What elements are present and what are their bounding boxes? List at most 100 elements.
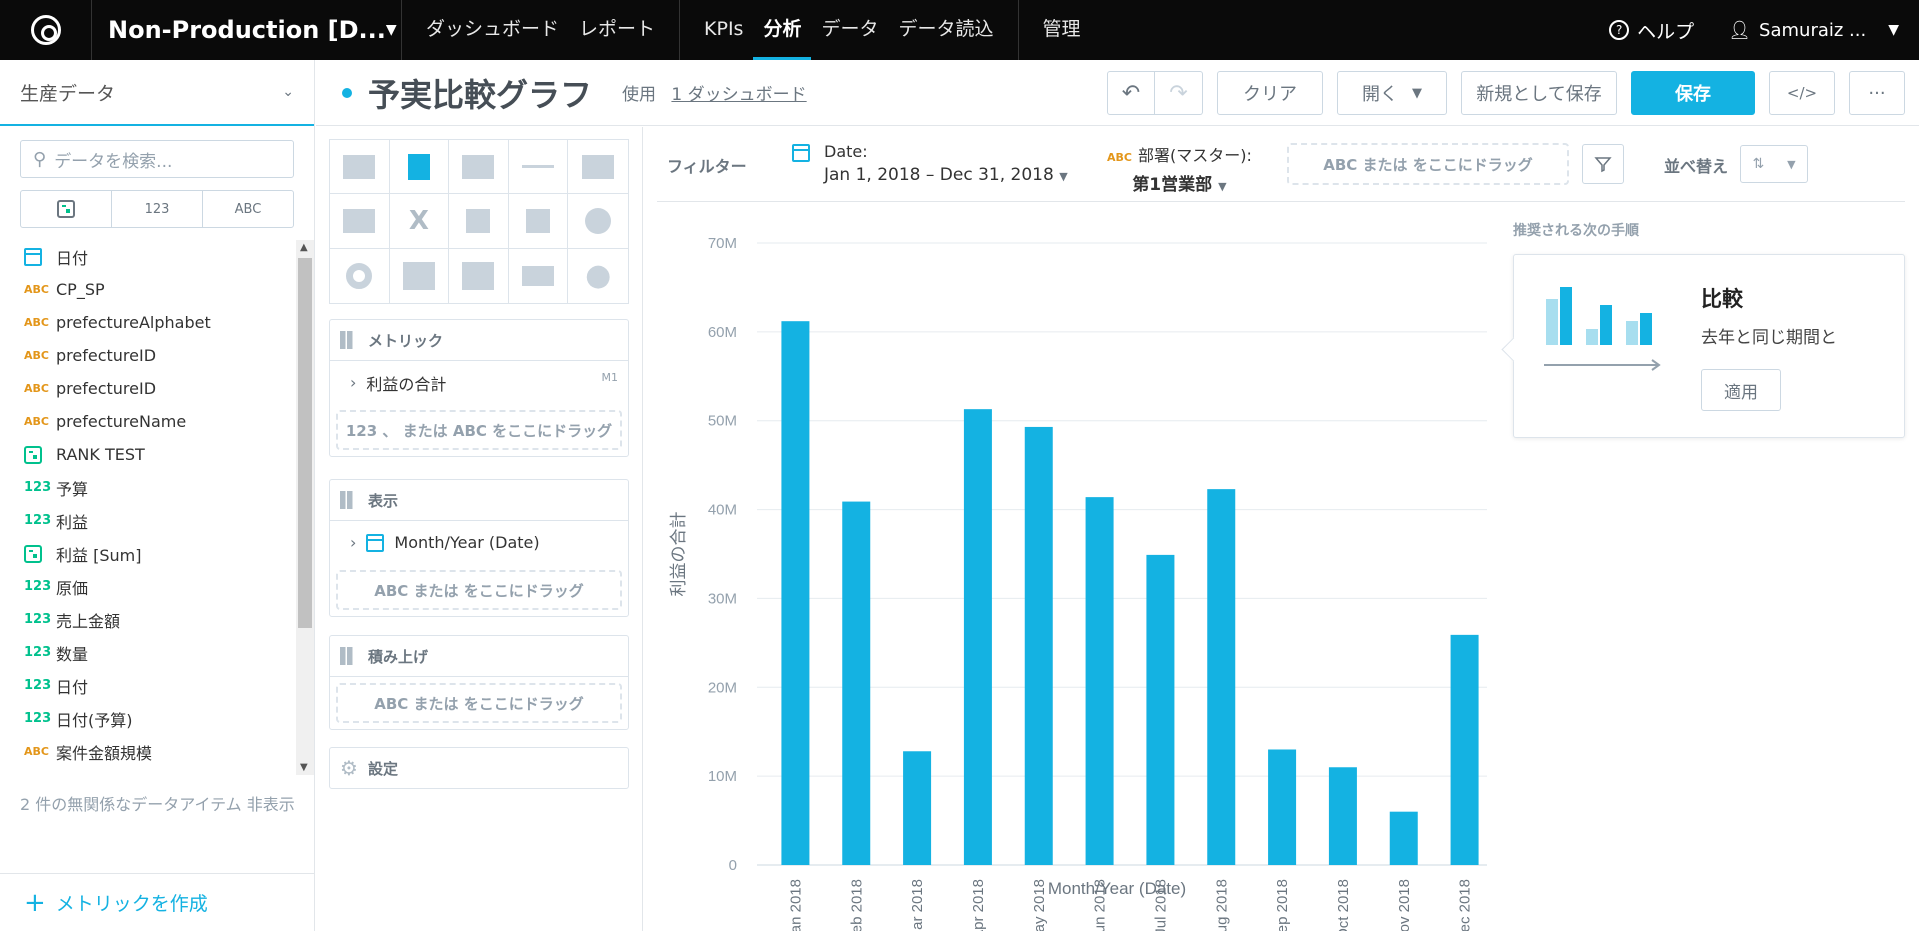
catalog-item[interactable]: 123 原価 xyxy=(0,570,296,603)
catalog-item[interactable]: 123 売上金額 xyxy=(0,603,296,636)
stack-icon xyxy=(340,647,358,665)
bar[interactable] xyxy=(842,501,871,865)
catalog-item[interactable]: 利益 [Sum] xyxy=(0,537,296,570)
filter-text[interactable]: ABC xyxy=(234,201,262,217)
user-menu[interactable]: 👤︎ Samuraiz ... ▼ xyxy=(1714,20,1919,41)
bar[interactable] xyxy=(903,751,932,865)
filter-drop-zone[interactable]: ABC または をここにドラッグ xyxy=(1287,143,1569,185)
viz-bar[interactable] xyxy=(449,140,509,195)
catalog-item[interactable]: 123 予算 xyxy=(0,471,296,504)
stack-by-drop-zone[interactable]: ABC または をここにドラッグ xyxy=(336,683,622,723)
catalog-scrollbar[interactable]: ▲ ▼ xyxy=(296,240,314,775)
viz-bubble[interactable] xyxy=(508,194,569,249)
department-filter[interactable]: ABC 部署(マスター): 第1営業部 ▼ xyxy=(1107,142,1252,195)
view-by-item[interactable]: › Month/Year (Date) xyxy=(330,520,628,564)
nav-analyze[interactable]: 分析 xyxy=(753,0,812,60)
bar[interactable] xyxy=(1450,634,1479,865)
bar[interactable] xyxy=(963,409,992,865)
catalog-item[interactable]: 123 利益 xyxy=(0,504,296,537)
filter-numeric[interactable]: 123 xyxy=(112,191,203,227)
catalog-item[interactable]: ABC prefectureAlphabet xyxy=(0,306,296,339)
help-menu[interactable]: ? ヘルプ xyxy=(1589,17,1714,44)
open-label: 開く xyxy=(1362,84,1398,105)
nav-load-data[interactable]: データ読込 xyxy=(898,18,994,40)
scroll-up-icon[interactable]: ▲ xyxy=(300,242,308,253)
bar[interactable] xyxy=(781,321,810,865)
more-button[interactable]: ··· xyxy=(1849,71,1905,115)
nav-manage[interactable]: 管理 xyxy=(1042,18,1081,40)
scroll-thumb[interactable] xyxy=(298,258,312,628)
metric-item[interactable]: › 利益の合計 M1 xyxy=(330,360,628,404)
catalog-item-label: 数量 xyxy=(56,644,89,664)
catalog-item[interactable]: 123 日付 xyxy=(0,669,296,702)
catalog-item-label: prefectureID xyxy=(56,346,157,365)
redo-button[interactable]: ↷ xyxy=(1155,71,1203,115)
viz-table[interactable] xyxy=(330,140,390,195)
viz-donut[interactable] xyxy=(330,248,390,303)
nav-dashboards[interactable]: ダッシュボード xyxy=(426,18,560,40)
search-input[interactable]: データを検索... xyxy=(54,151,173,172)
clear-button[interactable]: クリア xyxy=(1217,71,1323,115)
hidden-items-note[interactable]: 2 件の無関係なデータアイテム 非表示 xyxy=(20,795,295,814)
create-metric-button[interactable]: + メトリックを作成 xyxy=(0,873,314,931)
filter-settings-button[interactable] xyxy=(1582,144,1624,184)
catalog-item[interactable]: ABC 案件金額規模 xyxy=(0,735,296,768)
save-as-new-button[interactable]: 新規として保存 xyxy=(1461,71,1617,115)
catalog-item-label: 原価 xyxy=(56,578,89,598)
catalog-item-label: prefectureName xyxy=(56,412,187,431)
app-logo[interactable] xyxy=(0,0,92,60)
usage-dashboard-link[interactable]: 1 ダッシュボード xyxy=(671,85,807,105)
embed-button[interactable]: </> xyxy=(1769,71,1835,115)
viz-scatter[interactable] xyxy=(449,194,509,249)
viz-combo[interactable] xyxy=(330,194,390,249)
apply-button[interactable]: 適用 xyxy=(1701,369,1781,411)
save-button[interactable]: 保存 xyxy=(1631,71,1755,115)
chevron-right-icon[interactable]: › xyxy=(350,533,357,552)
catalog-item[interactable]: 123 数量 xyxy=(0,636,296,669)
filter-calculated[interactable] xyxy=(21,191,112,227)
fact-icon: 123 xyxy=(24,711,52,726)
catalog-item[interactable]: ABC CP_SP xyxy=(0,273,296,306)
viz-geo[interactable]: ● xyxy=(568,249,628,303)
bar[interactable] xyxy=(1146,554,1175,865)
viz-line[interactable] xyxy=(508,140,569,195)
catalog-item[interactable]: RANK TEST xyxy=(0,438,296,471)
scroll-down-icon[interactable]: ▼ xyxy=(300,762,308,773)
catalog-item[interactable]: ABC prefectureID xyxy=(0,339,296,372)
workspace-switcher[interactable]: Non-Production [D... ▼ xyxy=(92,0,402,60)
open-button[interactable]: 開く ▼ xyxy=(1337,71,1447,115)
nav-kpis[interactable]: KPIs xyxy=(704,18,744,40)
combo-chart-icon xyxy=(343,208,376,233)
view-by-drop-zone[interactable]: ABC または をここにドラッグ xyxy=(336,570,622,610)
viz-pie[interactable] xyxy=(568,194,628,249)
catalog-search[interactable]: ⚲ データを検索... xyxy=(20,140,294,178)
bar[interactable] xyxy=(1207,489,1236,865)
settings-bucket[interactable]: ⚙ 設定 xyxy=(329,747,629,789)
catalog-item[interactable]: 日付 xyxy=(0,240,296,273)
undo-button[interactable]: ↶ xyxy=(1107,71,1155,115)
bar[interactable] xyxy=(1268,749,1297,865)
nav-reports[interactable]: レポート xyxy=(579,18,656,40)
catalog-item[interactable]: ABC prefectureID xyxy=(0,372,296,405)
viz-heatmap[interactable] xyxy=(449,248,509,303)
bar[interactable] xyxy=(1389,811,1418,865)
dataset-name: 生産データ xyxy=(20,82,116,105)
dataset-selector[interactable]: 生産データ ⌄ xyxy=(0,60,314,126)
date-filter[interactable]: Date: Jan 1, 2018 – Dec 31, 2018 ▼ xyxy=(792,142,1068,185)
insight-title[interactable]: 予実比較グラフ xyxy=(368,75,593,114)
sort-button[interactable]: ⇅ ▼ xyxy=(1740,145,1808,183)
catalog-item[interactable]: ABC prefectureName xyxy=(0,405,296,438)
bar[interactable] xyxy=(1024,426,1053,865)
nav-data[interactable]: データ xyxy=(821,18,879,40)
viz-bullet[interactable] xyxy=(509,248,569,303)
bar[interactable] xyxy=(1328,767,1357,865)
catalog-item[interactable]: 123 日付(予算) xyxy=(0,702,296,735)
chevron-right-icon[interactable]: › xyxy=(350,373,357,392)
viz-treemap[interactable] xyxy=(390,248,450,303)
viz-headline[interactable]: X xyxy=(389,194,450,249)
viz-column[interactable] xyxy=(389,140,450,195)
metrics-drop-zone[interactable]: 123 、 または ABC をここにドラッグ xyxy=(336,410,622,450)
donut-icon xyxy=(346,262,373,289)
viz-area[interactable] xyxy=(568,140,628,195)
bar[interactable] xyxy=(1085,497,1114,865)
